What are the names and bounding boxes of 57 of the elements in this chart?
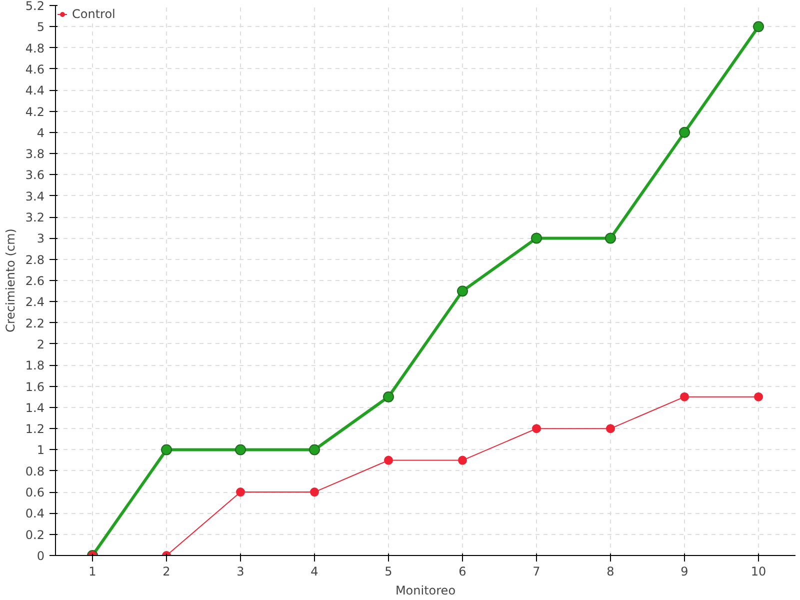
y-tick-label: 4.2 <box>25 104 45 119</box>
x-tick-label: 8 <box>606 564 614 578</box>
y-tick-label: 4 <box>36 126 45 140</box>
y-tick-label: 3.6 <box>25 168 45 182</box>
x-tick-label: 3 <box>236 564 244 578</box>
point <box>680 392 689 402</box>
point <box>236 488 245 497</box>
x-tick-label: 5 <box>384 564 392 578</box>
point <box>753 21 764 32</box>
point <box>606 424 615 434</box>
y-tick-label: 3 <box>36 232 45 246</box>
x-tick-label: 2 <box>162 564 170 578</box>
point <box>457 286 468 297</box>
point <box>679 126 690 138</box>
x-tick-label: 4 <box>310 564 318 578</box>
point <box>458 456 467 465</box>
x-tick-label: 1 <box>88 564 96 578</box>
y-tick-label: 1.4 <box>25 400 45 415</box>
point <box>532 424 541 434</box>
y-tick-label: 2.6 <box>25 274 45 288</box>
y-tick-label: 0.2 <box>25 528 45 542</box>
y-tick-label: 2.4 <box>25 295 45 310</box>
x-tick-label: 7 <box>532 564 540 578</box>
y-axis-title: Crecimiento (cm) <box>3 228 18 332</box>
y-tick-label: 0.6 <box>25 486 45 500</box>
y-tick-label: 0.4 <box>25 506 45 521</box>
y-tick-label: 3.8 <box>25 147 45 162</box>
x-tick-label: 9 <box>680 564 688 578</box>
y-tick-label: 1 <box>36 443 45 458</box>
x-tick-label: 6 <box>458 564 466 578</box>
y-tick-label: 5 <box>36 20 45 34</box>
point <box>605 232 616 244</box>
point <box>309 444 320 456</box>
y-tick-label: 0.8 <box>25 464 45 478</box>
legend-label: Control <box>72 7 116 21</box>
y-tick-label: 3.2 <box>25 210 45 225</box>
point <box>384 456 393 465</box>
y-tick-label: 2 <box>36 337 45 352</box>
y-tick-label: 4.6 <box>25 62 45 76</box>
point <box>161 444 172 456</box>
y-tick-label: 4.4 <box>25 84 45 98</box>
point <box>754 392 763 402</box>
y-tick-label: 5.2 <box>25 0 45 13</box>
y-tick-label: 0 <box>36 549 45 563</box>
y-tick-label: 2.2 <box>25 316 45 330</box>
y-tick-label: 1.8 <box>25 358 45 373</box>
point <box>310 488 319 497</box>
y-tick-label: 3.4 <box>25 189 45 204</box>
x-axis-title: Monitoreo <box>395 584 456 598</box>
y-tick-label: 1.2 <box>25 422 45 436</box>
y-tick-label: 1.6 <box>25 380 45 394</box>
y-tick-label: 4.8 <box>25 41 45 56</box>
point <box>531 232 542 244</box>
point <box>235 444 246 456</box>
x-tick-label: 10 <box>750 564 766 578</box>
y-tick-label: 2.8 <box>25 252 45 267</box>
point <box>383 391 394 402</box>
